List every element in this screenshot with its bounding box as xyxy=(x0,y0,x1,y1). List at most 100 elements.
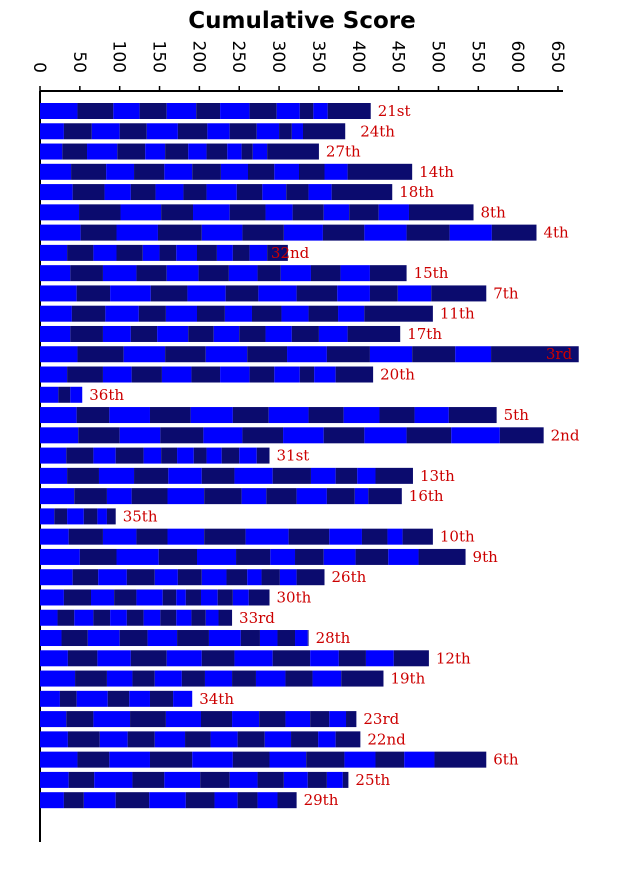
bar-segment xyxy=(66,711,94,728)
bar-label: 22nd xyxy=(367,730,406,748)
bar-segment xyxy=(340,265,370,282)
bar-segment xyxy=(283,771,308,788)
bar-segment xyxy=(259,630,278,647)
bar-segment xyxy=(291,731,319,748)
bar-segment xyxy=(225,285,259,302)
x-tick-label: 500 xyxy=(427,41,447,73)
bar-segment xyxy=(191,609,206,626)
bar-segment xyxy=(74,488,107,505)
bar-segment xyxy=(192,163,221,180)
bar-row: 19th xyxy=(40,670,426,688)
bar-segment xyxy=(40,508,55,525)
bar-segment xyxy=(204,670,233,687)
bar-segment xyxy=(312,670,342,687)
bar-segment xyxy=(322,224,365,241)
bar-segment xyxy=(106,508,116,525)
bar-label: 33rd xyxy=(239,609,275,627)
bar-segment xyxy=(287,346,327,363)
bar-segment xyxy=(63,123,92,140)
bar-segment xyxy=(248,589,270,606)
bar-segment xyxy=(109,407,150,424)
bar-segment xyxy=(160,609,177,626)
x-tick-label: 450 xyxy=(388,41,408,73)
bar-segment xyxy=(173,690,193,707)
bar-segment xyxy=(314,366,336,383)
bar-segment xyxy=(166,103,197,119)
bar-segment xyxy=(236,548,271,565)
bar-segment xyxy=(331,184,393,201)
bar-segment xyxy=(338,305,365,322)
bar-segment xyxy=(257,265,281,282)
bar-row: 6th xyxy=(40,751,519,769)
bar-row: 34th xyxy=(40,690,234,708)
x-axis: 0 50 100 150 200 250 300 350 400 450 500 550 600 650 xyxy=(29,41,567,842)
bar-segment xyxy=(142,244,160,261)
bar-segment xyxy=(232,589,249,606)
bar-segment xyxy=(364,224,407,241)
bar-segment xyxy=(40,103,78,119)
bar-segment xyxy=(229,204,266,221)
bar-segment xyxy=(210,731,238,748)
bar-segment xyxy=(161,366,192,383)
bar-segment xyxy=(76,690,108,707)
bar-segment xyxy=(234,650,273,667)
bar-segment xyxy=(249,244,268,261)
bar-segment xyxy=(70,325,103,342)
bar-segment xyxy=(79,548,117,565)
bar-segment xyxy=(40,467,68,484)
bar-segment xyxy=(176,589,186,606)
bar-segment xyxy=(196,103,221,119)
bar-segment xyxy=(291,123,303,140)
bar-segment xyxy=(200,711,233,728)
bar-segment xyxy=(57,609,75,626)
bar-segment xyxy=(313,103,328,119)
bar-segment xyxy=(307,630,309,647)
bar-segment xyxy=(214,792,238,809)
bar-segment xyxy=(193,447,207,464)
bar-segment xyxy=(296,285,338,302)
bar-segment xyxy=(268,407,309,424)
bar-segment xyxy=(218,609,233,626)
bar-segment xyxy=(77,751,110,768)
bar-segment xyxy=(80,224,117,241)
bar-segment xyxy=(40,204,80,221)
bar-row: 11th xyxy=(40,305,475,323)
bar-segment xyxy=(252,143,268,160)
bar-segment xyxy=(206,184,237,201)
bar-label: 27th xyxy=(326,143,361,161)
bar-row: 33rd xyxy=(40,609,275,627)
bar-segment xyxy=(70,386,83,403)
bar-segment xyxy=(40,569,73,586)
bar-segment xyxy=(154,670,182,687)
bar-segment xyxy=(412,346,456,363)
bar-segment xyxy=(181,670,205,687)
bar-label: 28th xyxy=(316,629,351,647)
bar-row: 22nd xyxy=(40,730,406,748)
bar-segment xyxy=(310,467,336,484)
bar-segment xyxy=(249,366,275,383)
bar-segment xyxy=(116,244,143,261)
bar-segment xyxy=(40,163,72,180)
bar-segment xyxy=(177,123,208,140)
bar-segment xyxy=(167,488,205,505)
bar-segment xyxy=(203,427,243,444)
bar-segment xyxy=(67,731,100,748)
bar-segment xyxy=(104,184,131,201)
bar-segment xyxy=(204,528,246,545)
bar-segment xyxy=(115,792,150,809)
bar-segment xyxy=(74,609,94,626)
bar-segment xyxy=(201,467,235,484)
bar-segment xyxy=(185,792,215,809)
bar-segment xyxy=(168,467,202,484)
bar-label: 12th xyxy=(436,649,471,667)
x-tick-label: 350 xyxy=(308,41,328,73)
x-tick-label: 150 xyxy=(149,41,169,73)
bar-segment xyxy=(164,163,193,180)
bar-segment xyxy=(154,731,186,748)
bar-segment xyxy=(201,650,235,667)
bar-segment xyxy=(308,407,344,424)
bar-segment xyxy=(166,650,202,667)
bar-segment xyxy=(58,386,71,403)
bar-segment xyxy=(63,792,84,809)
bar-segment xyxy=(62,143,88,160)
